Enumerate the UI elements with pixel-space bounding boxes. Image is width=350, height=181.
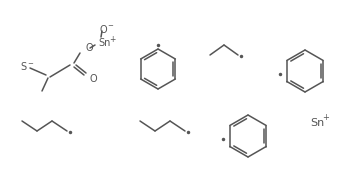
Text: −: − bbox=[107, 23, 113, 29]
Text: S: S bbox=[20, 62, 26, 72]
Text: O: O bbox=[85, 43, 93, 53]
Text: O: O bbox=[99, 25, 107, 35]
Text: Sn: Sn bbox=[98, 38, 110, 48]
Text: Sn: Sn bbox=[310, 118, 324, 128]
Text: +: + bbox=[109, 35, 116, 43]
Text: +: + bbox=[322, 113, 329, 123]
Text: −: − bbox=[27, 61, 33, 67]
Text: O: O bbox=[90, 74, 98, 84]
